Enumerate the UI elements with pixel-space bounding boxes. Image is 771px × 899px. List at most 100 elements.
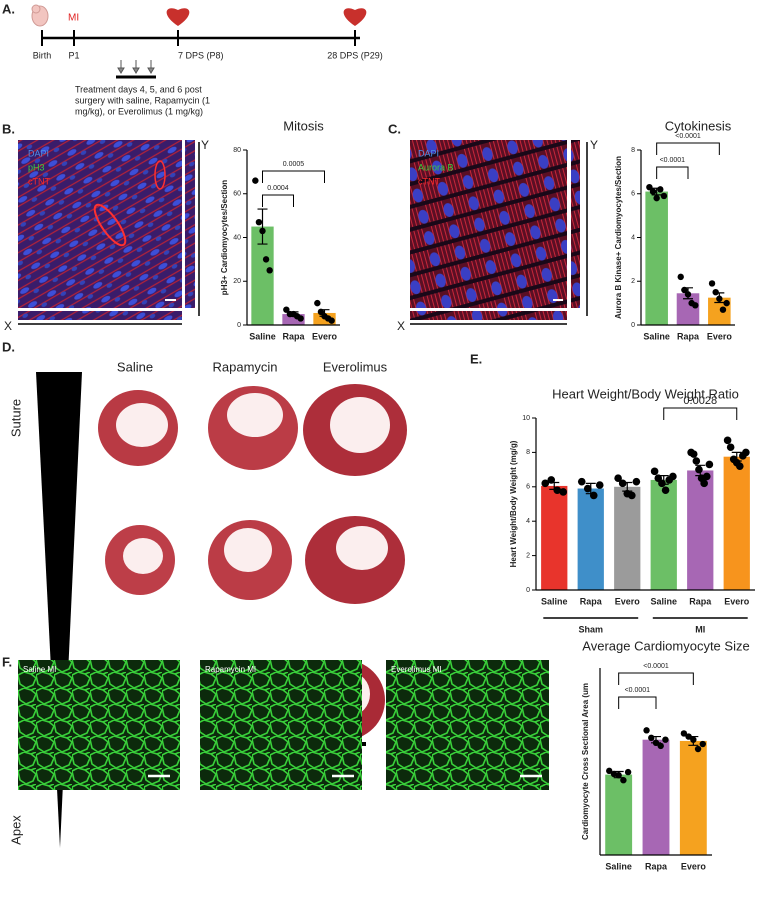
data-point <box>692 302 699 309</box>
y-tick-label: 80 <box>233 147 241 154</box>
data-point <box>657 186 664 193</box>
y-tick-label: 4 <box>631 234 635 241</box>
panel-label: F. <box>2 654 12 669</box>
y-tick-label: 0 <box>237 322 241 329</box>
group-label: Sham <box>578 624 603 634</box>
bar <box>679 740 707 855</box>
data-point <box>684 291 692 298</box>
y-tick-label: 2 <box>526 552 530 559</box>
milestone: 7 DPS (P8) <box>178 50 224 60</box>
stain-label: DAPI <box>418 148 439 158</box>
p-value: <0.0001 <box>675 133 701 140</box>
chart-title: Average Cardiomyocyte Size <box>582 638 749 653</box>
data-point <box>314 299 321 307</box>
p-value: 0.0004 <box>267 185 289 192</box>
chart-title: Mitosis <box>283 118 324 133</box>
data-point <box>262 256 270 263</box>
data-point <box>615 772 622 779</box>
milestone: P1 <box>68 50 79 60</box>
panel-label: A. <box>2 1 15 16</box>
p-value: 0.0005 <box>283 161 305 168</box>
data-point <box>259 227 266 235</box>
x-tick-label: Saline <box>643 331 670 341</box>
data-point <box>735 462 744 470</box>
data-point <box>680 730 688 737</box>
data-point <box>742 448 750 457</box>
data-point <box>716 295 723 302</box>
x-tick-label: Rapa <box>677 331 700 341</box>
data-point <box>702 472 711 481</box>
bar <box>723 456 750 590</box>
treatment-text: Treatment days 4, 5, and 6 post <box>75 84 202 94</box>
data-point <box>705 460 714 469</box>
data-point <box>723 436 732 445</box>
heart-sections <box>98 384 407 741</box>
data-point <box>662 736 669 743</box>
data-point <box>252 177 259 184</box>
x-tick-label: Rapa <box>282 331 305 341</box>
data-point <box>649 188 657 195</box>
bar <box>577 488 604 590</box>
treatment-text: surgery with saline, Rapamycin (1 <box>75 95 210 105</box>
data-point <box>677 273 684 281</box>
bar <box>650 479 677 590</box>
data-point <box>712 288 719 296</box>
orthogonal-view <box>185 140 195 308</box>
y-tick-label: 40 <box>233 234 241 241</box>
data-point <box>620 777 627 784</box>
x-tick-label: Evero <box>615 596 641 606</box>
data-point <box>681 286 688 294</box>
data-point <box>577 477 586 486</box>
data-point <box>614 474 622 483</box>
y-axis-label: Heart Weight/Body Weight (mg/g) <box>509 440 518 567</box>
data-point <box>553 486 562 495</box>
panel-label: B. <box>2 121 15 136</box>
data-point <box>723 299 730 307</box>
bar <box>251 226 274 325</box>
significance-bracket <box>656 142 720 155</box>
data-point <box>653 194 660 202</box>
panel-label: D. <box>2 339 15 354</box>
chart-title: Heart Weight/Body Weight Ratio <box>552 386 739 401</box>
x-tick-label: Evero <box>724 596 750 606</box>
y-tick-label: 0 <box>526 587 530 594</box>
group-label: MI <box>695 624 705 634</box>
axis-label: X <box>397 319 405 333</box>
bar <box>642 739 670 855</box>
data-point <box>266 267 273 274</box>
column-header: Rapamycin <box>212 359 277 374</box>
data-point <box>317 308 325 316</box>
milestone: 28 DPS (P29) <box>327 50 383 60</box>
y-tick-label: 60 <box>233 191 241 198</box>
image-label: Everolimus MI <box>391 665 442 674</box>
p-value: <0.0001 <box>643 663 669 670</box>
bar <box>645 191 668 325</box>
y-tick-label: 4 <box>526 518 530 525</box>
y-axis-label: Aurora B Kinase+ Cardiomyocytes/Section <box>614 156 623 319</box>
data-point <box>297 315 304 322</box>
stain-label: cTNT <box>418 176 440 186</box>
milestone: Birth <box>33 50 52 60</box>
y-tick-label: 6 <box>526 484 530 491</box>
data-point <box>595 481 604 489</box>
y-tick-label: 2 <box>631 278 635 285</box>
panel-label: C. <box>388 121 401 136</box>
data-point <box>589 491 598 500</box>
data-point <box>685 733 692 740</box>
x-tick-label: Saline <box>249 331 276 341</box>
data-point <box>708 280 716 287</box>
axis-label: Y <box>201 138 209 152</box>
data-point <box>628 491 636 500</box>
image-label: Rapamycin MI <box>205 665 256 674</box>
x-tick-label: Evero <box>681 861 707 871</box>
data-point <box>283 306 290 313</box>
gradient-label: Apex <box>8 815 23 845</box>
data-point <box>643 727 650 734</box>
significance-bracket <box>618 672 694 685</box>
data-point <box>652 739 660 746</box>
data-point <box>547 476 556 484</box>
data-point <box>606 767 613 775</box>
image-label: Saline MI <box>23 665 56 674</box>
y-tick-label: 0 <box>631 322 635 329</box>
